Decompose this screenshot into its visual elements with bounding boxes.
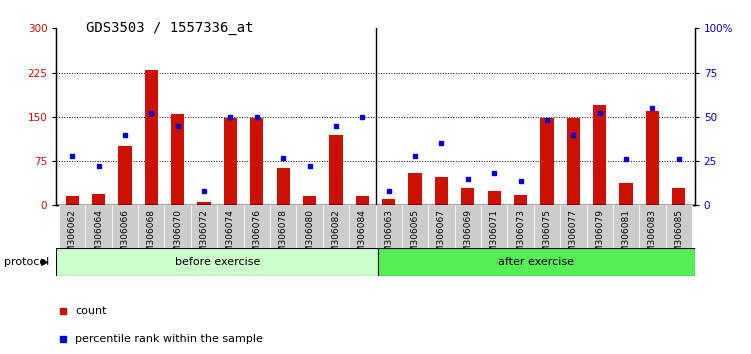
Text: count: count — [75, 306, 107, 316]
Bar — [382, 199, 395, 205]
Text: GSM306078: GSM306078 — [279, 209, 288, 264]
Bar — [435, 177, 448, 205]
Bar — [330, 135, 342, 205]
Bar — [560, 205, 587, 248]
Text: GSM306085: GSM306085 — [674, 209, 683, 264]
Bar — [402, 205, 428, 248]
Bar — [356, 196, 369, 205]
Bar — [86, 205, 112, 248]
Text: GSM306081: GSM306081 — [622, 209, 631, 264]
Bar — [250, 118, 264, 205]
Text: ▶: ▶ — [41, 257, 49, 267]
Bar — [65, 196, 79, 205]
Text: before exercise: before exercise — [174, 257, 260, 267]
Bar — [620, 183, 632, 205]
Bar — [224, 118, 237, 205]
Text: GSM306077: GSM306077 — [569, 209, 578, 264]
Text: GSM306072: GSM306072 — [200, 209, 209, 264]
Bar — [191, 205, 217, 248]
Bar — [243, 205, 270, 248]
Bar — [665, 205, 692, 248]
Text: protocol: protocol — [4, 257, 49, 267]
Text: GSM306066: GSM306066 — [120, 209, 129, 264]
Text: after exercise: after exercise — [499, 257, 575, 267]
Bar — [481, 205, 508, 248]
Text: GSM306068: GSM306068 — [146, 209, 155, 264]
Text: GSM306084: GSM306084 — [357, 209, 366, 264]
Bar — [112, 205, 138, 248]
Text: GSM306076: GSM306076 — [252, 209, 261, 264]
Bar — [270, 205, 297, 248]
Text: percentile rank within the sample: percentile rank within the sample — [75, 334, 264, 344]
Bar — [217, 205, 243, 248]
Bar — [613, 205, 639, 248]
Bar — [171, 114, 184, 205]
Bar — [593, 105, 606, 205]
Bar — [461, 188, 475, 205]
Bar — [138, 205, 164, 248]
Text: GSM306063: GSM306063 — [385, 209, 394, 264]
Bar — [514, 195, 527, 205]
Text: GSM306062: GSM306062 — [68, 209, 77, 264]
Text: GSM306079: GSM306079 — [596, 209, 605, 264]
Text: GSM306075: GSM306075 — [542, 209, 551, 264]
Text: GSM306064: GSM306064 — [94, 209, 103, 264]
Text: GSM306074: GSM306074 — [226, 209, 235, 264]
Bar — [409, 173, 421, 205]
Text: GSM306082: GSM306082 — [331, 209, 340, 264]
Bar — [164, 205, 191, 248]
Bar — [119, 146, 131, 205]
Bar — [198, 202, 210, 205]
Text: GSM306065: GSM306065 — [411, 209, 420, 264]
Bar — [672, 188, 686, 205]
Text: GSM306083: GSM306083 — [648, 209, 657, 264]
Bar — [56, 248, 379, 276]
Bar — [145, 70, 158, 205]
Bar — [323, 205, 349, 248]
Bar — [587, 205, 613, 248]
Bar — [92, 194, 105, 205]
Text: GSM306071: GSM306071 — [490, 209, 499, 264]
Bar — [534, 205, 560, 248]
Bar — [276, 168, 290, 205]
Bar — [428, 205, 454, 248]
Text: GSM306067: GSM306067 — [437, 209, 446, 264]
Bar — [349, 205, 376, 248]
Bar — [567, 118, 580, 205]
Bar — [59, 205, 86, 248]
Bar — [508, 205, 534, 248]
Text: GSM306069: GSM306069 — [463, 209, 472, 264]
Bar — [376, 205, 402, 248]
Bar — [646, 111, 659, 205]
Text: GDS3503 / 1557336_at: GDS3503 / 1557336_at — [86, 21, 254, 35]
Text: GSM306070: GSM306070 — [173, 209, 182, 264]
Text: GSM306073: GSM306073 — [516, 209, 525, 264]
Bar — [541, 118, 553, 205]
Bar — [303, 196, 316, 205]
Bar — [297, 205, 323, 248]
Bar — [487, 190, 501, 205]
Bar — [454, 205, 481, 248]
Text: GSM306080: GSM306080 — [305, 209, 314, 264]
Bar — [639, 205, 665, 248]
Bar — [379, 248, 695, 276]
